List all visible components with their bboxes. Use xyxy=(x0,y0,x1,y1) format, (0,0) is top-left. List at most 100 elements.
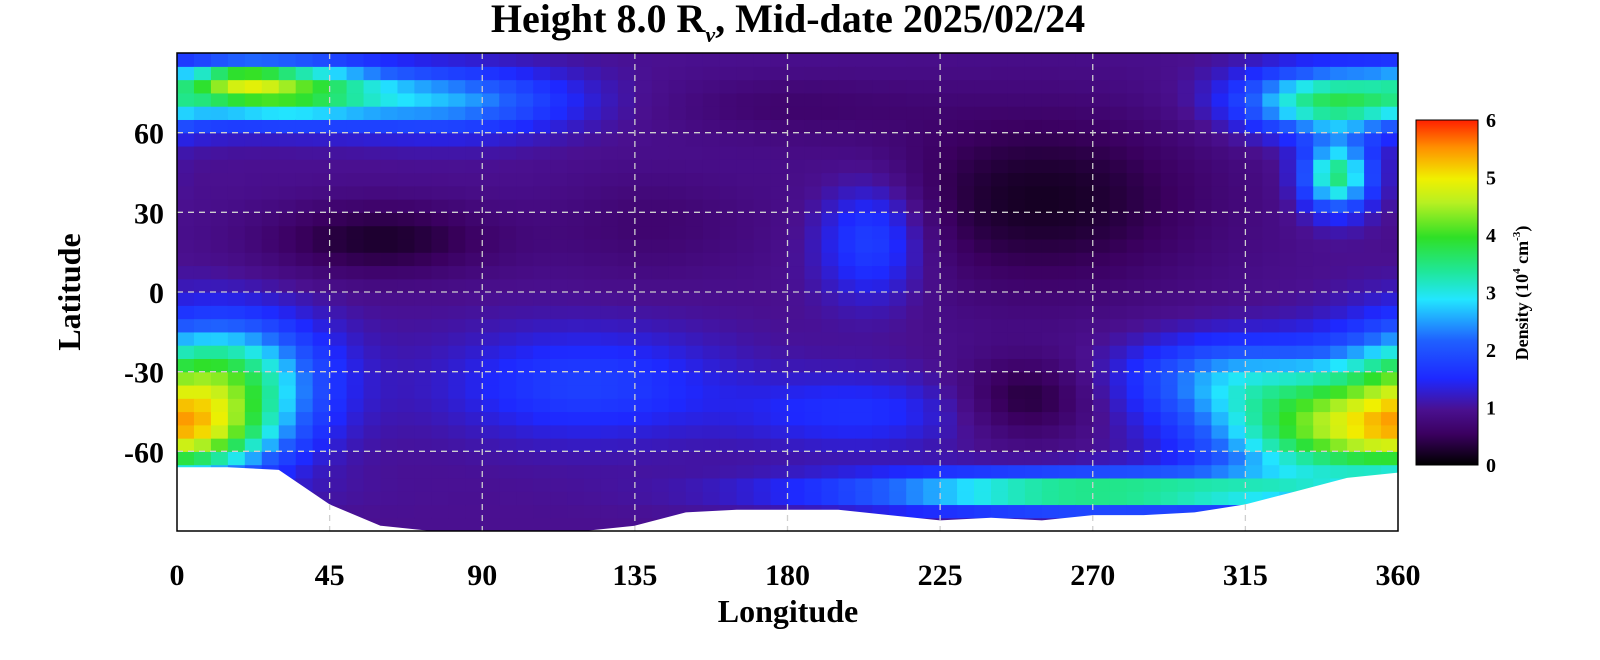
heatmap-cell xyxy=(685,225,704,240)
heatmap-cell xyxy=(1313,292,1331,306)
heatmap-cell xyxy=(1347,384,1365,399)
heatmap-cell xyxy=(1228,225,1246,240)
heatmap-cell xyxy=(499,371,517,386)
heatmap-cell xyxy=(1092,159,1111,174)
heatmap-cell xyxy=(906,464,924,479)
heatmap-cell xyxy=(1228,384,1246,399)
heatmap-cell xyxy=(668,265,687,280)
heatmap-cell xyxy=(584,145,602,160)
heatmap-cell xyxy=(702,411,721,426)
heatmap-cell xyxy=(940,384,958,399)
heatmap-cell xyxy=(906,172,924,187)
heatmap-cell xyxy=(550,66,568,81)
heatmap-cell xyxy=(1279,305,1297,320)
heatmap-cell xyxy=(1313,398,1331,413)
heatmap-cell xyxy=(1262,212,1280,227)
heatmap-cell xyxy=(312,384,331,399)
heatmap-cell xyxy=(1126,53,1145,67)
heatmap-cell xyxy=(227,132,246,147)
heatmap-cell xyxy=(227,371,246,386)
heatmap-cell xyxy=(872,185,890,200)
heatmap-cell xyxy=(685,66,704,81)
heatmap-cell xyxy=(1347,265,1365,280)
heatmap-cell xyxy=(177,424,195,439)
heatmap-cell xyxy=(1143,53,1162,67)
heatmap-cell xyxy=(448,384,466,399)
heatmap-cell xyxy=(889,305,907,320)
heatmap-cell xyxy=(1109,491,1128,506)
heatmap-cell xyxy=(210,384,229,399)
heatmap-cell xyxy=(295,384,314,399)
heatmap-cell xyxy=(1160,384,1179,399)
heatmap-cell xyxy=(1364,411,1382,426)
heatmap-cell xyxy=(1279,252,1297,267)
heatmap-cell xyxy=(193,145,212,160)
heatmap-cell xyxy=(906,305,924,320)
heatmap-cell xyxy=(465,424,483,439)
heatmap-cell xyxy=(1075,79,1094,94)
heatmap-cell xyxy=(448,371,466,386)
heatmap-cell xyxy=(923,172,941,187)
heatmap-cell xyxy=(957,464,975,479)
heatmap-cell xyxy=(702,384,721,399)
heatmap-cell xyxy=(1194,398,1213,413)
x-tick-label: 90 xyxy=(467,559,497,592)
heatmap-cell xyxy=(1347,106,1365,120)
grid-lines xyxy=(177,53,1398,531)
heatmap-cell xyxy=(1296,451,1314,466)
heatmap-cell xyxy=(804,79,823,94)
heatmap-cell xyxy=(1330,199,1348,213)
heatmap-cell xyxy=(1381,305,1398,320)
heatmap-cell xyxy=(1347,238,1365,253)
heatmap-cell xyxy=(923,292,941,306)
heatmap-cell xyxy=(651,358,670,373)
heatmap-cell xyxy=(1058,172,1077,187)
heatmap-cell xyxy=(1279,132,1297,147)
heatmap-cell xyxy=(448,159,466,174)
heatmap-cell xyxy=(465,292,483,306)
heatmap-cell xyxy=(600,238,619,253)
heatmap-cell xyxy=(1296,438,1314,452)
heatmap-cell xyxy=(312,477,331,492)
heatmap-cell xyxy=(821,252,839,267)
heatmap-cell xyxy=(1177,132,1196,147)
heatmap-cell xyxy=(210,66,229,81)
heatmap-cell xyxy=(957,92,975,107)
heatmap-cell xyxy=(1262,53,1280,67)
heatmap-cell xyxy=(1381,119,1398,134)
heatmap-cell xyxy=(821,438,839,452)
heatmap-cell xyxy=(1245,252,1263,267)
heatmap-cell xyxy=(991,318,1009,333)
heatmap-cell xyxy=(1211,185,1230,200)
heatmap-cell xyxy=(1330,305,1348,320)
heatmap-cell xyxy=(821,464,839,479)
heatmap-cell xyxy=(906,398,924,413)
heatmap-cell xyxy=(974,305,992,320)
heatmap-cell xyxy=(838,491,856,506)
heatmap-cell xyxy=(1381,265,1398,280)
heatmap-cell xyxy=(261,225,280,240)
heatmap-cell xyxy=(227,252,246,267)
heatmap-cell xyxy=(533,305,551,320)
heatmap-cell xyxy=(685,491,704,506)
heatmap-cell xyxy=(363,119,382,134)
heatmap-cell xyxy=(516,384,534,399)
heatmap-cell xyxy=(974,292,992,306)
heatmap-cell xyxy=(1092,384,1111,399)
heatmap-cell xyxy=(634,79,653,94)
heatmap-cell xyxy=(719,252,738,267)
heatmap-cell xyxy=(1330,172,1348,187)
heatmap-cell xyxy=(634,159,653,174)
heatmap-cell xyxy=(736,53,755,67)
heatmap-cell xyxy=(702,438,721,452)
heatmap-cell xyxy=(991,292,1009,306)
heatmap-cell xyxy=(991,438,1009,452)
heatmap-cell xyxy=(295,318,314,333)
heatmap-cell xyxy=(380,106,399,120)
heatmap-cell xyxy=(363,318,382,333)
heatmap-cell xyxy=(1007,464,1026,479)
heatmap-cell xyxy=(1245,172,1263,187)
heatmap-cell xyxy=(550,491,568,506)
heatmap-cell xyxy=(261,278,280,293)
heatmap-cell xyxy=(685,371,704,386)
